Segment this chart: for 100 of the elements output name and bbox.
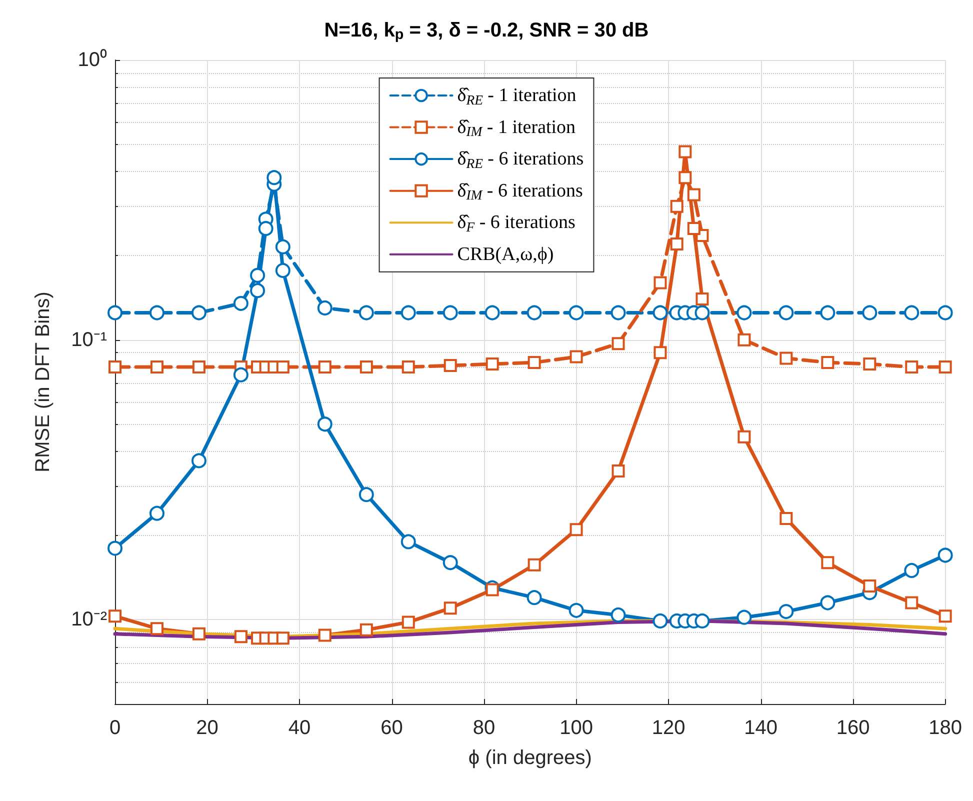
point	[820, 595, 836, 610]
point	[670, 238, 684, 251]
point	[570, 350, 583, 364]
point	[736, 305, 752, 320]
point	[526, 305, 542, 320]
point	[938, 548, 953, 563]
point	[863, 580, 876, 593]
point	[360, 623, 373, 636]
y-axis-title: RMSE (in DFT Bins)	[32, 292, 54, 472]
point	[654, 346, 667, 360]
point	[276, 632, 290, 645]
x-tick-label: 140	[744, 717, 778, 739]
point	[938, 360, 952, 374]
point	[442, 305, 458, 320]
point	[444, 602, 457, 615]
point	[442, 555, 458, 570]
point	[687, 188, 700, 202]
point	[444, 358, 457, 372]
point	[318, 628, 332, 642]
point	[402, 360, 415, 374]
x-axis-title: ϕ (in degrees)	[468, 747, 592, 769]
point	[360, 360, 373, 374]
point	[108, 305, 122, 320]
point	[400, 534, 416, 550]
point	[192, 360, 206, 374]
point	[905, 596, 918, 610]
x-tick-label: 160	[836, 717, 870, 739]
x-tick-label: 20	[196, 717, 218, 739]
point	[108, 540, 122, 556]
point	[108, 610, 122, 623]
point	[612, 464, 625, 478]
point	[938, 610, 952, 623]
point	[654, 276, 667, 290]
x-tick-label: 60	[380, 717, 403, 739]
point	[687, 222, 700, 235]
point	[275, 239, 290, 254]
point	[821, 356, 834, 370]
point	[318, 360, 332, 374]
point	[317, 300, 332, 316]
point	[738, 430, 751, 444]
point	[568, 602, 584, 618]
point	[486, 357, 499, 370]
x-tick-label: 80	[472, 717, 496, 739]
point	[484, 305, 500, 320]
point	[276, 360, 290, 374]
point	[820, 305, 836, 320]
point	[149, 506, 164, 521]
point	[938, 305, 953, 320]
point	[108, 360, 122, 374]
point	[778, 604, 794, 620]
point	[736, 610, 752, 625]
point	[191, 453, 206, 468]
point	[258, 221, 274, 236]
x-tick-label: 40	[288, 717, 311, 739]
point	[250, 268, 266, 283]
point	[150, 622, 164, 636]
point	[863, 357, 876, 370]
x-tick-label: 120	[652, 717, 686, 739]
point	[317, 416, 332, 432]
point	[778, 305, 794, 320]
point	[610, 607, 626, 622]
point	[904, 562, 920, 578]
point	[400, 305, 416, 320]
point	[652, 305, 668, 320]
point	[266, 170, 282, 186]
point	[568, 305, 584, 320]
point	[250, 283, 266, 298]
point	[528, 356, 541, 370]
y-tick-label: 10⁰	[78, 48, 107, 71]
legend-label: CRB(A,ω,ϕ)	[457, 244, 554, 265]
point	[526, 590, 542, 606]
point	[670, 200, 684, 213]
point	[358, 305, 374, 320]
point	[780, 352, 793, 365]
point	[612, 337, 625, 350]
point	[694, 613, 710, 628]
x-tick-label: 100	[560, 717, 593, 739]
point	[570, 523, 583, 536]
point	[486, 583, 499, 596]
x-tick-label: 180	[928, 717, 962, 739]
point	[358, 487, 374, 502]
point	[905, 360, 918, 374]
point	[275, 262, 290, 278]
point	[234, 630, 248, 644]
point	[150, 360, 164, 374]
point	[402, 616, 415, 629]
point	[694, 305, 710, 320]
point	[821, 556, 834, 570]
point	[678, 171, 692, 184]
y-tick-label: 10⁻¹	[71, 328, 108, 351]
y-tick-label: 10⁻²	[71, 608, 108, 631]
point	[780, 512, 793, 526]
point	[652, 613, 668, 628]
point	[904, 305, 920, 320]
point	[696, 292, 709, 306]
point	[862, 305, 878, 320]
point	[149, 305, 164, 320]
point	[191, 305, 206, 320]
point	[233, 296, 248, 311]
point	[610, 305, 626, 320]
